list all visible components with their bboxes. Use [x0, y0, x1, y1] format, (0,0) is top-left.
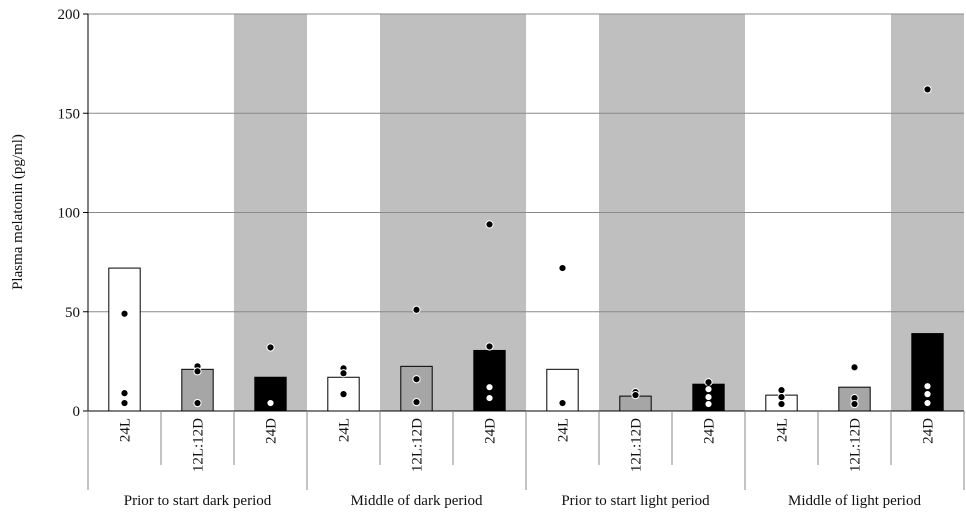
- data-point: [485, 220, 494, 229]
- data-point: [558, 398, 567, 408]
- data-point: [631, 391, 640, 400]
- data-point: [485, 393, 494, 403]
- data-point: [193, 367, 202, 376]
- y-axis-label: Plasma melatonin (pg/ml): [10, 134, 26, 290]
- x-tick-label: 12L:12D: [191, 418, 207, 472]
- data-point: [704, 399, 713, 409]
- x-tick-label: 12L:12D: [410, 418, 426, 472]
- data-point: [704, 385, 713, 394]
- data-point: [923, 390, 932, 399]
- bar: [108, 267, 141, 412]
- data-point: [923, 85, 932, 94]
- x-tick-label: 24D: [483, 418, 499, 444]
- data-point: [485, 383, 494, 392]
- y-tick-label: 100: [58, 206, 81, 222]
- data-point: [412, 305, 421, 314]
- data-point: [923, 398, 932, 408]
- data-point: [777, 399, 786, 409]
- data-point: [339, 390, 348, 399]
- data-point: [412, 375, 421, 384]
- data-point: [558, 263, 567, 273]
- y-tick-label: 200: [58, 7, 81, 23]
- x-tick-label: 24L: [337, 418, 353, 442]
- x-tick-label: 24D: [702, 418, 718, 444]
- data-point: [704, 393, 713, 402]
- data-point: [850, 399, 859, 409]
- x-tick-label: 24D: [921, 418, 937, 444]
- group-label: Middle of dark period: [350, 493, 483, 509]
- x-tick-label: 24D: [264, 418, 280, 444]
- y-tick-label: 150: [58, 106, 81, 122]
- group-label: Middle of light period: [788, 493, 921, 509]
- data-point: [266, 343, 275, 352]
- x-tick-label: 24L: [775, 418, 791, 442]
- data-point: [485, 342, 494, 351]
- y-tick-label: 0: [73, 404, 81, 420]
- data-point: [120, 309, 129, 318]
- data-point: [850, 363, 859, 372]
- x-tick-label: 24L: [118, 418, 134, 442]
- data-point: [412, 397, 421, 407]
- data-point: [923, 382, 932, 391]
- data-point: [120, 389, 129, 398]
- x-tick-label: 12L:12D: [629, 418, 645, 472]
- data-point: [777, 386, 786, 395]
- group-label: Prior to start light period: [561, 493, 710, 509]
- y-tick-label: 50: [65, 305, 80, 321]
- data-point: [120, 398, 129, 408]
- data-point: [266, 398, 275, 408]
- data-point: [777, 393, 786, 402]
- data-point: [193, 398, 202, 408]
- x-tick-label: 24L: [556, 418, 572, 442]
- group-label: Prior to start dark period: [124, 493, 272, 509]
- x-tick-label: 12L:12D: [848, 418, 864, 472]
- data-point: [704, 378, 713, 387]
- data-point: [339, 369, 348, 378]
